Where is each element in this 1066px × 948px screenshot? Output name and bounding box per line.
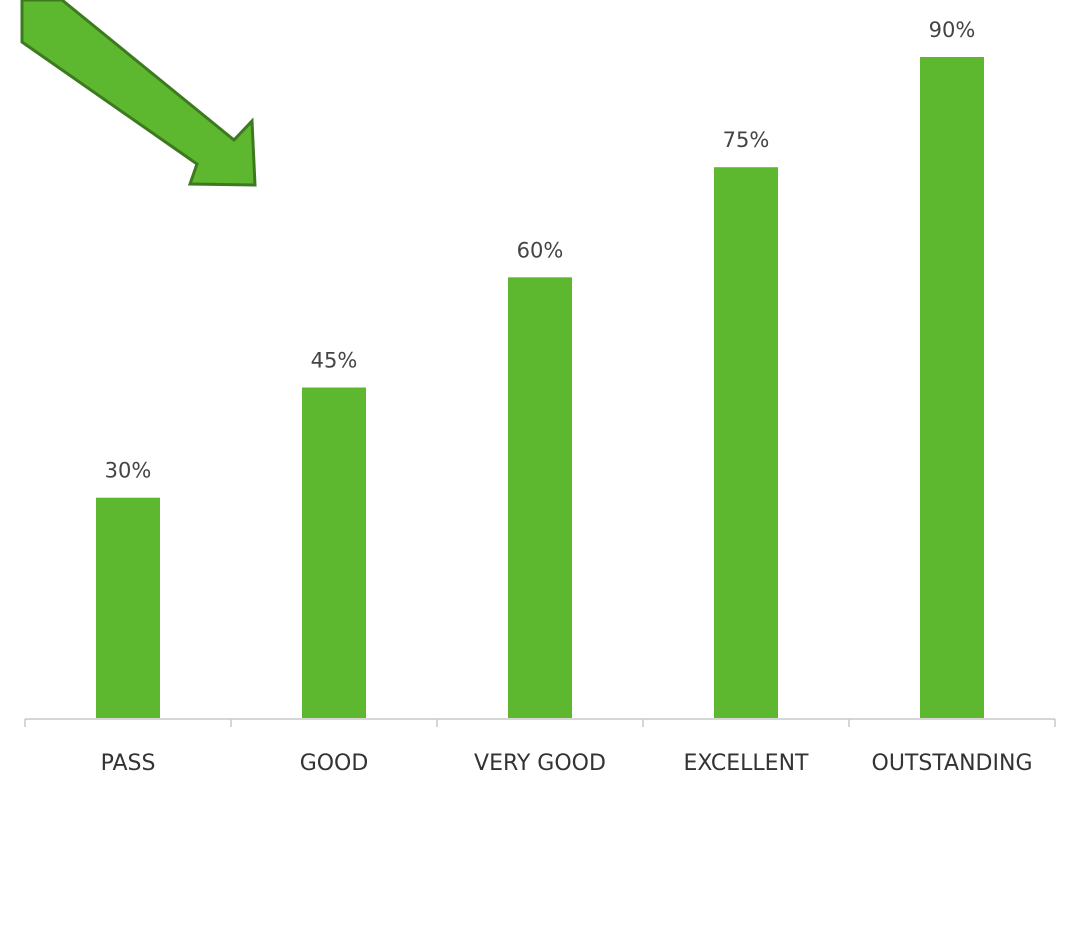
bar-very-good <box>508 277 572 718</box>
x-tick-label: GOOD <box>300 751 369 776</box>
x-axis <box>24 718 1056 727</box>
bar-excellent <box>714 167 778 718</box>
bars-group <box>96 57 984 718</box>
bar-outstanding <box>920 57 984 718</box>
data-labels-group: 30% 45% 60% 75% 90% <box>105 18 976 483</box>
bar-good <box>302 387 366 718</box>
x-tick-labels-group: PASS GOOD VERY GOOD EXCELLENT OUTSTANDING <box>101 751 1033 776</box>
x-tick-label: VERY GOOD <box>474 751 606 776</box>
x-tick-label: OUTSTANDING <box>872 751 1033 776</box>
data-label: 75% <box>723 128 770 152</box>
bar-pass <box>96 497 160 718</box>
arrow-down-right-icon <box>20 0 257 187</box>
data-label: 30% <box>105 459 152 483</box>
arrow-down-right-shape <box>20 0 257 187</box>
x-tick-label: EXCELLENT <box>684 751 810 776</box>
x-tick-label: PASS <box>101 751 156 776</box>
data-label: 60% <box>517 238 564 262</box>
data-label: 45% <box>311 349 358 373</box>
data-label: 90% <box>929 18 976 42</box>
